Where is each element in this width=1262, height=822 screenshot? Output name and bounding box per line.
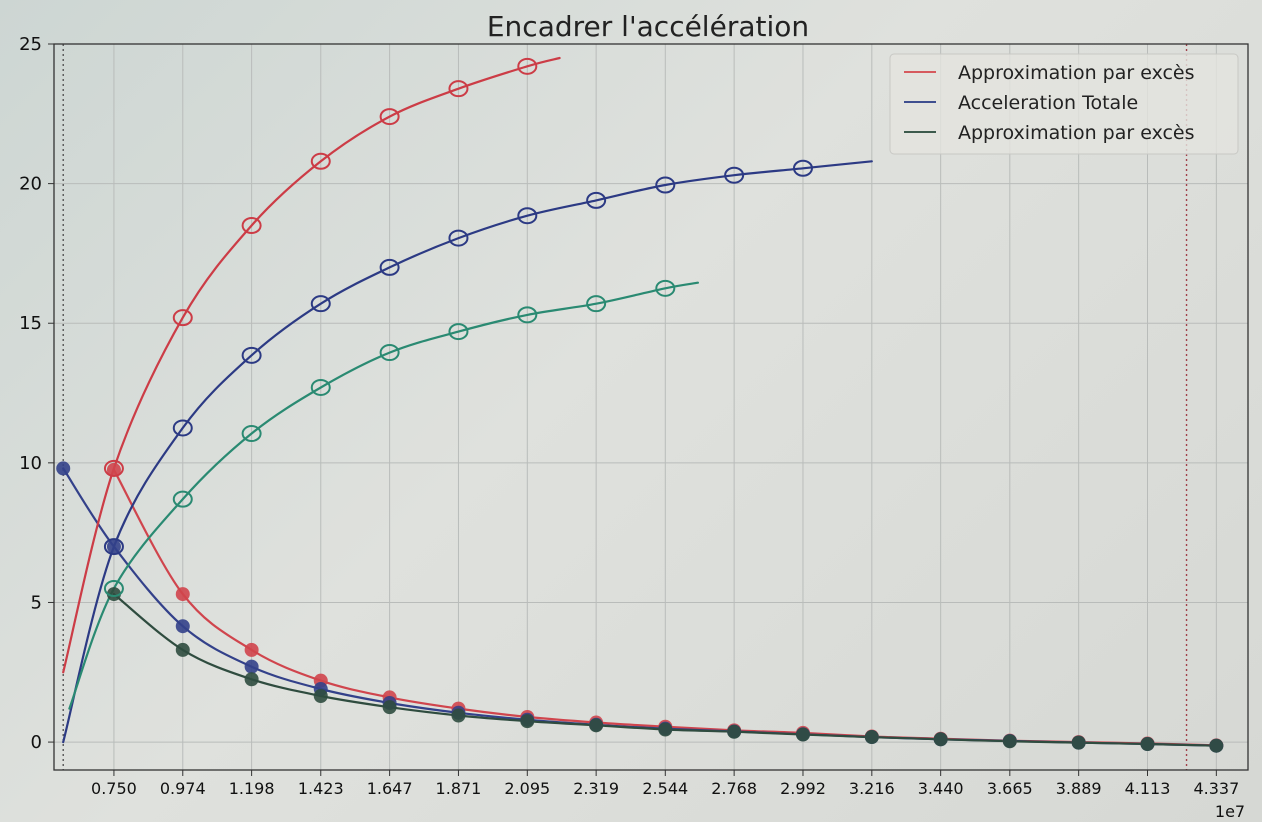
data-point (517, 306, 538, 324)
data-point (655, 279, 676, 297)
data-point (520, 714, 535, 729)
data-point (241, 425, 262, 443)
data-point (448, 229, 469, 247)
y-tick-label: 20 (19, 174, 42, 195)
data-point (175, 587, 190, 602)
data-point (103, 459, 124, 477)
data-point (310, 152, 331, 170)
x-tick-label: 2.095 (504, 779, 550, 798)
series-line (62, 160, 873, 744)
x-tick-label: 1.423 (298, 779, 344, 798)
y-tick-label: 5 (31, 592, 42, 613)
data-point (658, 722, 673, 737)
data-point (1002, 734, 1017, 749)
data-point (106, 539, 121, 554)
y-tick-label: 15 (19, 313, 42, 334)
data-point (172, 309, 193, 327)
x-tick-label: 2.544 (642, 779, 688, 798)
plot-frame (53, 43, 1249, 771)
legend-label: Approximation par excès (958, 122, 1195, 144)
legend-label: Acceleration Totale (958, 92, 1138, 114)
data-point (175, 642, 190, 657)
data-point (175, 619, 190, 634)
x-tick-label: 4.337 (1193, 779, 1239, 798)
data-point (172, 419, 193, 437)
x-tick-label: 3.440 (918, 779, 964, 798)
data-point (448, 323, 469, 341)
data-point (379, 258, 400, 276)
x-tick-label: 1.647 (367, 779, 413, 798)
legend-label: Approximation par excès (958, 62, 1195, 84)
data-point (727, 724, 742, 739)
data-point (106, 462, 121, 477)
x-tick-label: 1.198 (229, 779, 275, 798)
data-point (795, 727, 810, 742)
data-point (313, 689, 328, 704)
x-tick-label: 3.889 (1056, 779, 1102, 798)
x-tick-label: 2.992 (780, 779, 826, 798)
data-point (310, 295, 331, 313)
x-axis-ticks: 0.750 0.974 1.198 1.423 1.647 1.871 2.095 2.319… (91, 770, 1239, 798)
legend-items: Approximation par excès Acceleration Tota… (904, 62, 1195, 144)
data-point (244, 659, 259, 674)
data-point (517, 207, 538, 225)
y-tick-label: 10 (19, 453, 42, 474)
data-point (103, 580, 124, 597)
series-lines (62, 56, 1218, 747)
data-point (241, 346, 262, 364)
y-tick-label: 25 (19, 34, 42, 55)
series-line (68, 281, 699, 710)
data-point (379, 344, 400, 362)
chart-title: Encadrer l'accélération (487, 10, 809, 43)
x-tick-label: 3.665 (987, 779, 1033, 798)
x-tick-label: 0.750 (91, 779, 137, 798)
data-markers (56, 57, 1224, 753)
legend: Approximation par excès Acceleration Tota… (889, 53, 1239, 155)
series-line (62, 56, 561, 674)
x-tick-label: 2.768 (711, 779, 757, 798)
data-point (586, 191, 607, 209)
data-point (56, 461, 71, 476)
x-axis-exponent: 1e7 (1215, 802, 1245, 821)
data-point (241, 217, 262, 234)
data-point (244, 642, 259, 657)
legend-box (889, 53, 1239, 155)
data-point (724, 166, 745, 184)
x-tick-label: 1.871 (436, 779, 482, 798)
data-point (244, 672, 259, 687)
data-point (517, 57, 538, 75)
data-point (589, 718, 604, 733)
data-point (310, 378, 331, 396)
data-point (864, 730, 879, 745)
data-point (106, 587, 121, 602)
data-point (1209, 738, 1224, 753)
data-point (1071, 735, 1086, 750)
x-tick-label: 2.319 (573, 779, 619, 798)
series-line (62, 467, 1218, 747)
data-point (379, 108, 400, 126)
data-point (451, 708, 466, 723)
y-axis-ticks: 0 5 10 15 20 25 (19, 34, 54, 753)
data-point (382, 700, 397, 715)
y-tick-label: 0 (31, 732, 42, 753)
x-tick-label: 3.216 (849, 779, 895, 798)
data-point (172, 490, 193, 508)
data-point (103, 538, 124, 556)
data-point (792, 159, 813, 177)
data-point (655, 176, 676, 194)
data-point (1140, 737, 1155, 752)
data-point (933, 732, 948, 747)
x-tick-label: 4.113 (1125, 779, 1171, 798)
data-point (448, 80, 469, 98)
x-tick-label: 0.974 (160, 779, 206, 798)
data-point (586, 295, 607, 313)
boundary-lines (62, 44, 1188, 770)
